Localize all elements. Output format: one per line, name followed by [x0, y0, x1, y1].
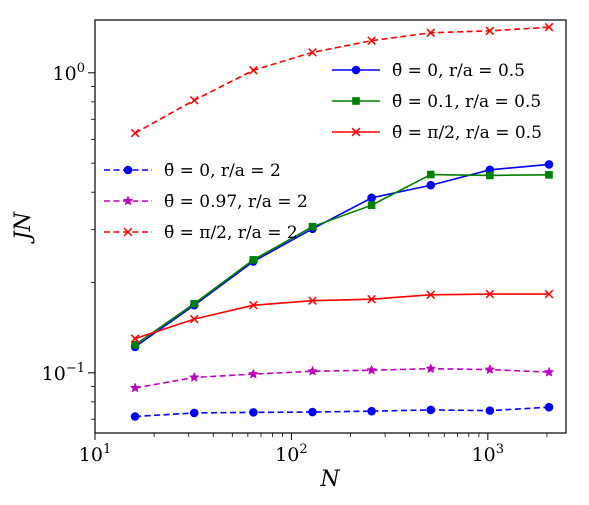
y-tick-label: 100 — [53, 61, 85, 85]
legend-label: θ̄ = 0.1, r/a = 0.5 — [392, 92, 541, 112]
data-point — [308, 296, 317, 305]
legend-layer: θ̄ = 0, r/a = 0.5 θ̄ = 0.1, r/a = 0.5 θ̄ =… — [104, 61, 542, 243]
series-line — [134, 293, 549, 340]
data-point — [308, 48, 317, 57]
data-point — [307, 365, 318, 376]
data-point — [130, 128, 140, 138]
data-point — [308, 222, 317, 231]
data-point — [426, 170, 435, 179]
data-point — [247, 368, 259, 379]
data-point — [426, 405, 436, 415]
data-point — [485, 26, 495, 36]
data-point — [189, 314, 199, 324]
legend-upper-right: θ̄ = 0, r/a = 0.5 θ̄ = 0.1, r/a = 0.5 θ̄ =… — [332, 61, 542, 143]
data-point — [484, 363, 496, 375]
data-point — [485, 289, 495, 299]
series-4 — [129, 363, 555, 393]
data-point — [130, 412, 140, 421]
data-point — [130, 334, 140, 343]
data-point — [485, 406, 495, 415]
series-5 — [130, 22, 554, 138]
data-point — [426, 180, 436, 190]
x-tick-label: 102 — [275, 442, 307, 466]
legend-marker — [123, 227, 133, 237]
legend-label: θ̄ = π/2, r/a = 2 — [164, 223, 298, 243]
y-axis-ticks: 10−1 100 — [42, 61, 95, 420]
series-line — [134, 163, 550, 348]
data-point — [190, 299, 199, 308]
x-axis-ticks: 101 102 103 — [79, 433, 548, 466]
data-point — [544, 402, 554, 412]
series-line — [134, 367, 550, 389]
series-2 — [130, 289, 554, 343]
data-point — [249, 256, 258, 264]
legend-marker — [351, 127, 361, 137]
data-point — [367, 36, 376, 45]
plot-area — [94, 19, 567, 434]
data-point — [129, 382, 141, 393]
series-line — [134, 26, 550, 134]
data-point — [189, 408, 199, 418]
legend-marker — [351, 65, 361, 75]
legend-label: θ̄ = 0, r/a = 0.5 — [392, 61, 525, 81]
y-tick-label: 10−1 — [42, 361, 85, 385]
data-point — [249, 65, 258, 75]
legend-label: θ̄ = π/2, r/a = 0.5 — [392, 123, 542, 143]
data-point — [545, 171, 553, 179]
data-point — [367, 201, 376, 210]
data-point — [366, 364, 377, 375]
series-3 — [130, 402, 554, 421]
data-point — [486, 171, 494, 180]
series-1 — [131, 170, 553, 349]
legend-marker — [352, 97, 360, 105]
data-point — [367, 294, 376, 304]
data-point — [544, 160, 554, 169]
series-line — [134, 173, 549, 346]
data-point — [367, 193, 376, 203]
legend-marker — [122, 195, 134, 206]
legend-marker — [123, 165, 133, 175]
legend-label: θ̄ = 0.97, r/a = 2 — [164, 192, 308, 212]
data-point — [426, 28, 436, 38]
data-point — [367, 406, 376, 416]
data-point — [249, 300, 258, 310]
data-point — [189, 95, 199, 105]
x-tick-label: 103 — [472, 442, 504, 466]
series-layer — [129, 22, 555, 421]
x-axis-label: N — [319, 467, 340, 492]
data-point — [426, 290, 436, 300]
data-point — [131, 340, 139, 349]
data-point — [188, 371, 200, 383]
x-tick-label: 101 — [79, 442, 111, 466]
y-axis-label: JN — [11, 211, 36, 244]
data-point — [308, 407, 317, 417]
series-0 — [130, 160, 554, 352]
legend-center-left: θ̄ = 0, r/a = 2 θ̄ = 0.97, r/a = 2 θ̄ = π/… — [104, 161, 308, 243]
legend-label: θ̄ = 0, r/a = 2 — [164, 161, 281, 181]
data-point — [544, 289, 554, 299]
series-line — [135, 406, 550, 418]
data-point — [425, 363, 437, 374]
data-point — [249, 408, 258, 417]
data-point — [544, 22, 554, 32]
data-point — [543, 366, 555, 377]
